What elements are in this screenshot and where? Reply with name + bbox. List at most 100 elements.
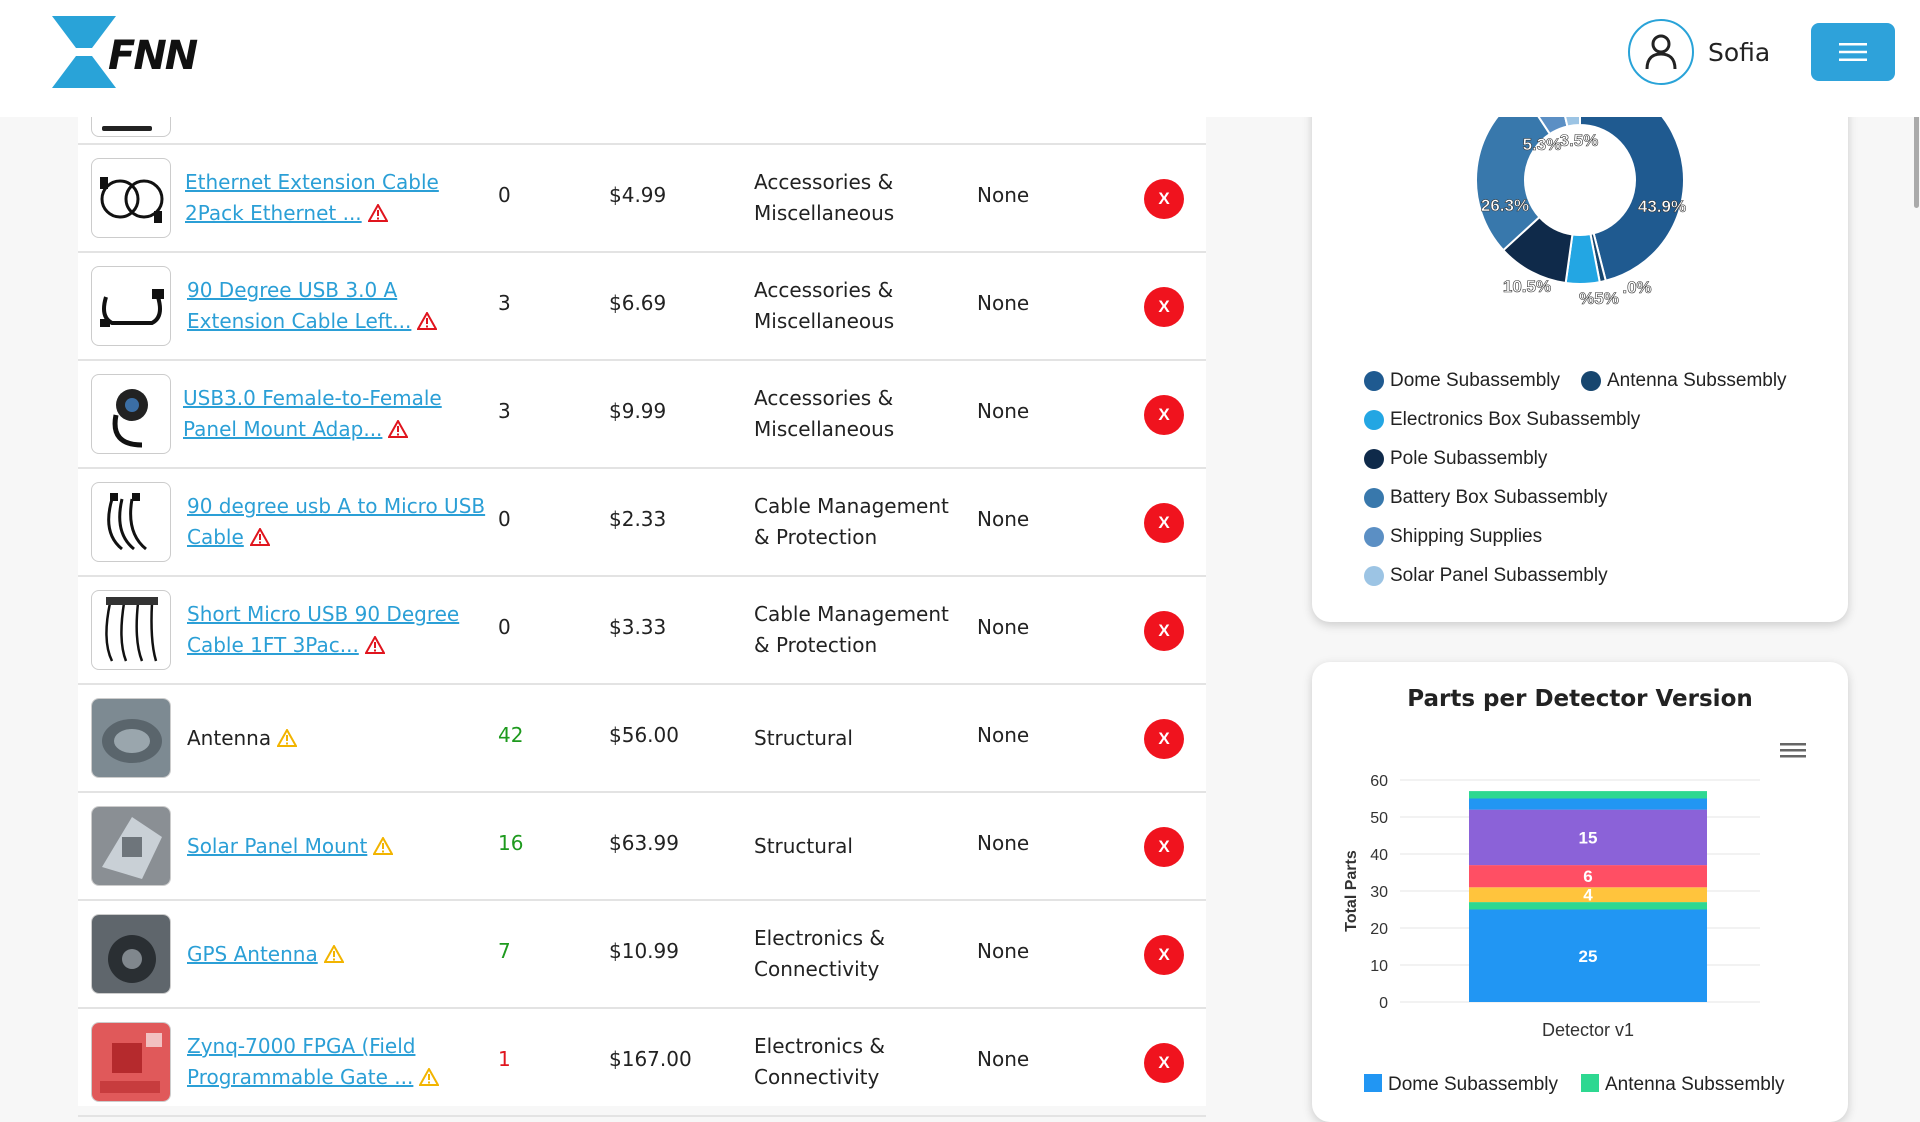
logo[interactable]: FNN bbox=[52, 16, 242, 88]
legend-swatch bbox=[1364, 371, 1384, 391]
legend-item[interactable]: Electronics Box Subassembly bbox=[1364, 409, 1640, 431]
menu-button[interactable] bbox=[1811, 23, 1895, 81]
warning-icon bbox=[323, 941, 345, 972]
part-category-line: Connectivity bbox=[754, 957, 880, 981]
legend-swatch bbox=[1364, 1074, 1382, 1092]
part-name-line: Cable 1FT 3Pac... bbox=[187, 633, 359, 657]
legend-swatch bbox=[1364, 527, 1384, 547]
part-thumbnail bbox=[91, 590, 171, 670]
hamburger-icon bbox=[1839, 43, 1867, 61]
chart-menu-icon[interactable] bbox=[1780, 740, 1806, 764]
table-row: GPS Antenna 7 $10.99 Electronics & Connectiv… bbox=[78, 901, 1206, 1009]
part-name-line: Extension Cable Left... bbox=[187, 309, 412, 333]
y-axis-label: Total Parts bbox=[1343, 850, 1360, 932]
delete-part-button[interactable]: X bbox=[1144, 935, 1184, 975]
legend-item[interactable]: Dome Subassembly bbox=[1364, 370, 1560, 392]
part-quantity: 0 bbox=[498, 507, 511, 531]
part-name-link[interactable]: 90 degree usb A to Micro USB Cable bbox=[187, 491, 487, 555]
delete-part-button[interactable]: X bbox=[1144, 611, 1184, 651]
part-name-link[interactable]: Ethernet Extension Cable 2Pack Ethernet .… bbox=[185, 167, 485, 231]
bar-segment[interactable] bbox=[1469, 909, 1707, 1003]
part-category-line: Accessories & bbox=[754, 170, 894, 194]
part-location: None bbox=[977, 507, 1030, 531]
part-category-line: Miscellaneous bbox=[754, 309, 895, 333]
table-row: 90 degree usb A to Micro USB Cable 0 $2.33 C… bbox=[78, 469, 1206, 577]
warning-icon bbox=[416, 308, 439, 339]
warning-icon bbox=[366, 200, 389, 231]
part-category: Cable Management & Protection bbox=[754, 599, 954, 661]
warning-icon bbox=[276, 725, 298, 756]
part-quantity: 42 bbox=[498, 723, 524, 747]
part-name-line: Zynq-7000 FPGA (Field bbox=[187, 1034, 416, 1058]
part-name-line: Solar Panel Mount bbox=[187, 834, 368, 858]
part-price: $56.00 bbox=[609, 723, 679, 747]
part-price: $4.99 bbox=[609, 183, 667, 207]
part-price: $3.33 bbox=[609, 615, 667, 639]
part-category-line: Miscellaneous bbox=[754, 417, 895, 441]
part-name-link[interactable]: USB3.0 Female-to-Female Panel Mount Adap.… bbox=[183, 383, 483, 447]
bar-segment[interactable] bbox=[1469, 887, 1707, 903]
user-name: Sofia bbox=[1708, 37, 1771, 67]
y-tick-label: 0 bbox=[1379, 995, 1388, 1012]
warning-icon bbox=[418, 1064, 441, 1095]
legend-label[interactable]: Antenna Subssembly bbox=[1605, 1074, 1785, 1095]
bar-data-label: 25 bbox=[1579, 947, 1598, 966]
part-thumbnail bbox=[91, 482, 171, 562]
pie-data-label: .0% bbox=[1622, 278, 1651, 297]
part-location: None bbox=[977, 939, 1030, 963]
part-name-link[interactable]: Short Micro USB 90 Degree Cable 1FT 3Pac.… bbox=[187, 599, 487, 663]
legend-item[interactable]: Antenna Subssembly bbox=[1581, 370, 1787, 392]
part-name-link[interactable]: Zynq-7000 FPGA (Field Programmable Gate .… bbox=[187, 1031, 487, 1095]
legend-item[interactable]: Shipping Supplies bbox=[1364, 526, 1542, 548]
legend-swatch bbox=[1581, 1074, 1599, 1092]
part-category-line: & Protection bbox=[754, 525, 878, 549]
part-category: Accessories & Miscellaneous bbox=[754, 275, 954, 337]
part-name-link[interactable]: Solar Panel Mount bbox=[187, 831, 487, 864]
warning-icon bbox=[387, 416, 410, 447]
part-name-line: 90 degree usb A to Micro USB bbox=[187, 494, 486, 518]
part-name-link[interactable]: GPS Antenna bbox=[187, 939, 487, 972]
pie-data-label: 26.3% bbox=[1481, 196, 1529, 215]
chart-title: Parts per Detector Version bbox=[1407, 686, 1753, 712]
part-category: Structural bbox=[754, 723, 954, 754]
bar-segment[interactable] bbox=[1469, 791, 1707, 799]
legend-item[interactable]: Pole Subassembly bbox=[1364, 448, 1547, 470]
part-thumbnail bbox=[91, 1022, 171, 1102]
part-price: $2.33 bbox=[609, 507, 667, 531]
bar-segment[interactable] bbox=[1469, 865, 1707, 888]
user-menu[interactable]: Sofia bbox=[1628, 19, 1770, 85]
app-header: FNN Sofia bbox=[0, 0, 1920, 117]
table-row: Zynq-7000 FPGA (Field Programmable Gate .… bbox=[78, 1009, 1206, 1117]
part-category: Electronics & Connectivity bbox=[754, 1031, 954, 1093]
part-name-link[interactable]: 90 Degree USB 3.0 A Extension Cable Left.… bbox=[187, 275, 487, 339]
part-thumbnail bbox=[91, 374, 171, 454]
part-category-line: Accessories & bbox=[754, 278, 894, 302]
part-location: None bbox=[977, 723, 1030, 747]
delete-part-button[interactable]: X bbox=[1144, 503, 1184, 543]
scrollbar[interactable] bbox=[1914, 108, 1919, 208]
part-quantity: 7 bbox=[498, 939, 511, 963]
y-tick-label: 40 bbox=[1370, 847, 1388, 864]
delete-part-button[interactable]: X bbox=[1144, 395, 1184, 435]
delete-part-button[interactable]: X bbox=[1144, 1043, 1184, 1083]
part-quantity: 3 bbox=[498, 399, 511, 423]
bar-segment[interactable] bbox=[1469, 798, 1707, 810]
part-location: None bbox=[977, 831, 1030, 855]
legend-label: Battery Box Subassembly bbox=[1390, 487, 1608, 508]
legend-item[interactable]: Battery Box Subassembly bbox=[1364, 487, 1608, 509]
delete-part-button[interactable]: X bbox=[1144, 827, 1184, 867]
delete-part-button[interactable]: X bbox=[1144, 719, 1184, 759]
legend-item[interactable]: Solar Panel Subassembly bbox=[1364, 565, 1608, 587]
pie-data-label: 5.3% bbox=[1523, 135, 1562, 154]
delete-part-button[interactable]: X bbox=[1144, 287, 1184, 327]
bar-segment[interactable] bbox=[1469, 902, 1707, 910]
table-row: Ethernet Extension Cable 2Pack Ethernet .… bbox=[78, 145, 1206, 253]
bar-segment[interactable] bbox=[1469, 809, 1707, 866]
part-name-line: Panel Mount Adap... bbox=[183, 417, 383, 441]
warning-icon bbox=[364, 632, 386, 663]
legend-label[interactable]: Dome Subassembly bbox=[1388, 1074, 1559, 1095]
delete-part-button[interactable]: X bbox=[1144, 179, 1184, 219]
part-thumbnail bbox=[91, 266, 171, 346]
part-category: Cable Management & Protection bbox=[754, 491, 954, 553]
part-category-line: Electronics & bbox=[754, 926, 885, 950]
